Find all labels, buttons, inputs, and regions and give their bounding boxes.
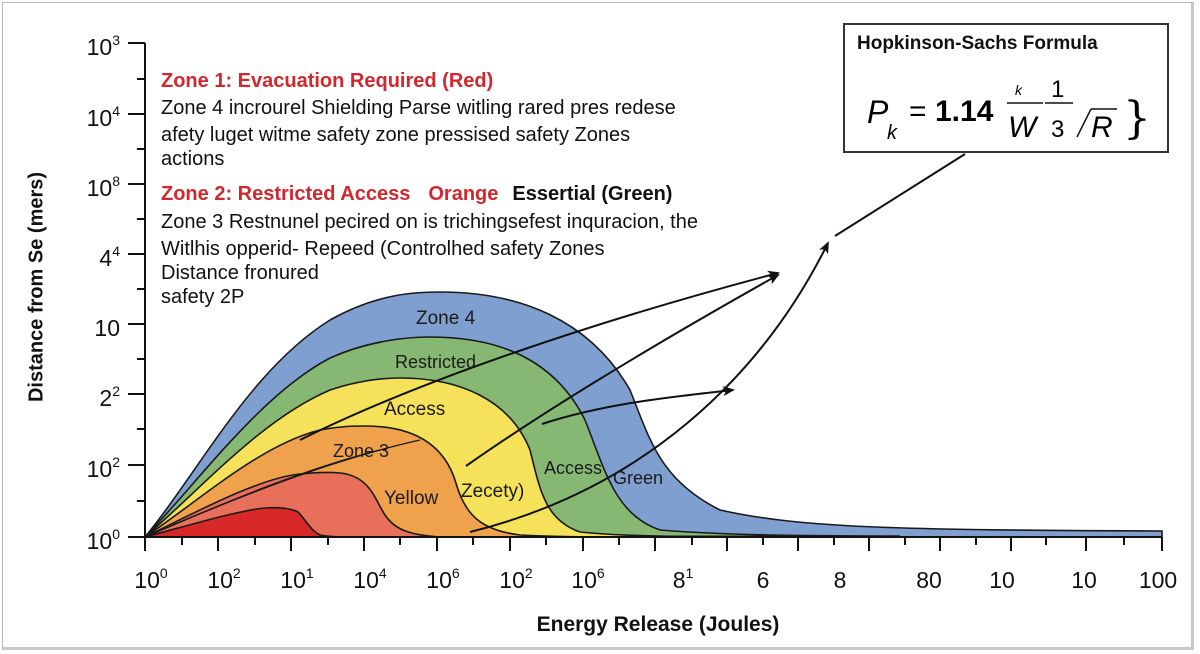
zone2-green-label: Essertial (Green) xyxy=(512,183,673,205)
zone2-desc-line: Witlhis opperid- Repeed (Controlhed safe… xyxy=(161,238,605,260)
formula-den1: W xyxy=(1008,111,1039,143)
y-tick-label: 10 xyxy=(94,315,120,341)
region-label-zecety: Zecety) xyxy=(461,481,525,502)
formula-coef: 1.14 xyxy=(935,95,994,128)
x-tick-label: 106 xyxy=(571,565,605,593)
region-label-green: Green xyxy=(613,468,664,488)
zone2-orange-label: Orange xyxy=(428,183,499,205)
formula-expression: P k = 1.14 k W 1 3 R } xyxy=(867,76,1151,143)
x-axis-label: Energy Release (Joules) xyxy=(536,613,780,636)
zone2-desc-line: Zone 3 Restnunel pecired on is trichings… xyxy=(161,211,698,233)
y-tick-label: 103 xyxy=(86,32,120,60)
region-label-yellow: Yellow xyxy=(384,488,439,509)
zone2-title: Zone 2: Restricted Access Orange Essertial… xyxy=(161,183,672,205)
x-tick-label: 106 xyxy=(426,565,460,593)
x-tick-label: 100 xyxy=(134,565,168,593)
formula-root-var: R xyxy=(1091,111,1113,143)
formula-title: Hopkinson-Sachs Formula xyxy=(857,33,1098,54)
zone1-desc-line: afety luget witme safety zone pressised … xyxy=(161,124,631,146)
formula-lhs-sub: k xyxy=(887,122,898,143)
x-tick-label: 100 xyxy=(1138,567,1178,593)
zone2-desc-line: safety 2P xyxy=(161,286,245,308)
arrow-3 xyxy=(541,386,735,425)
region-label-access: Access xyxy=(384,399,446,420)
arrow-4 xyxy=(469,241,829,533)
y-tick-label: 104 xyxy=(86,103,120,131)
x-tick-label: 8 xyxy=(833,567,847,593)
x-axis xyxy=(144,536,1163,551)
y-axis xyxy=(128,42,146,538)
formula-num2: 1 xyxy=(1051,76,1064,103)
x-tick-label: 10 xyxy=(989,567,1015,593)
formula-den2: 3 xyxy=(1051,116,1064,143)
y-tick-label: 44 xyxy=(99,243,120,271)
arrow-2 xyxy=(465,274,780,467)
zone2-desc-line: Distance fronured xyxy=(161,262,319,284)
zone1-title: Zone 1: Evacuation Required (Red) xyxy=(161,70,494,92)
x-tick-label: 80 xyxy=(916,567,942,593)
zone1-desc-line: Zone 4 incrourel Shielding Parse witling… xyxy=(161,97,676,119)
formula-brace: } xyxy=(1123,93,1151,143)
region-label-zone3: Zone 3 xyxy=(333,441,390,461)
x-tick-label: 102 xyxy=(499,565,533,593)
x-tick-label: 6 xyxy=(756,567,770,593)
region-label-restricted: Restricted xyxy=(395,352,477,372)
annotation-arrows xyxy=(299,153,966,533)
zone2-title-text: Zone 2: Restricted Access xyxy=(161,183,411,205)
x-tick-label: 81 xyxy=(672,565,694,593)
region-label-access-green: Access xyxy=(544,458,603,478)
y-axis-label: Distance from Se (mers) xyxy=(25,171,48,403)
x-tick-label: 10 xyxy=(1071,567,1097,593)
arrow-1 xyxy=(299,270,780,441)
x-tick-label: 102 xyxy=(207,565,241,593)
formula-lhs: P xyxy=(867,94,889,130)
formula-box: Hopkinson-Sachs Formula P k = 1.14 k W 1… xyxy=(843,23,1169,153)
zone1-desc-line: actions xyxy=(161,148,225,170)
y-tick-label: 102 xyxy=(86,454,120,482)
y-tick-label: 100 xyxy=(86,526,120,554)
formula-num1: k xyxy=(1015,82,1023,98)
formula-equals: = xyxy=(909,95,927,128)
x-tick-label: 101 xyxy=(280,565,314,593)
y-tick-label: 108 xyxy=(86,173,120,201)
region-label-zone4: Zone 4 xyxy=(416,308,476,329)
leader-line-formula xyxy=(834,153,966,237)
x-tick-label: 104 xyxy=(353,565,387,593)
y-tick-label: 22 xyxy=(99,383,120,411)
